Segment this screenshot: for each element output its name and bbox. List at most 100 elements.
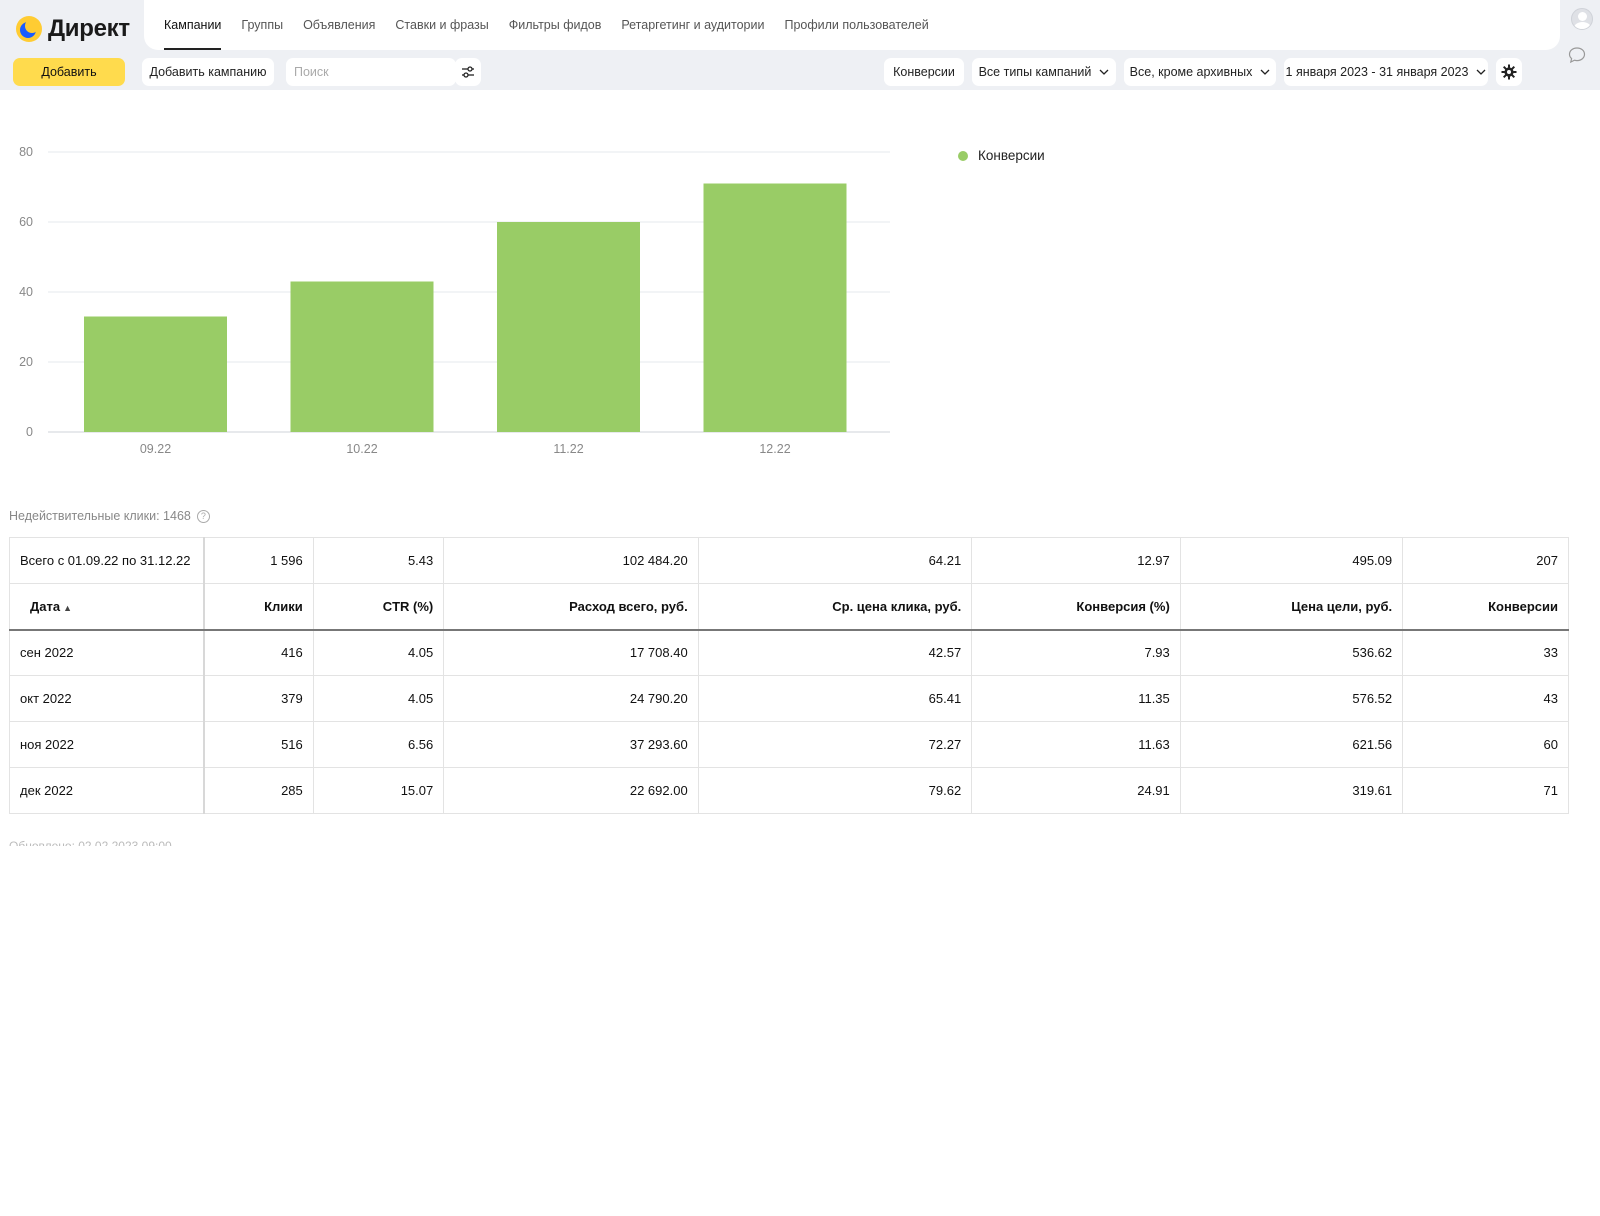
- avatar[interactable]: [1571, 8, 1593, 30]
- tab-user-profiles[interactable]: Профили пользователей: [784, 0, 928, 50]
- table-cell: 4.05: [312, 675, 445, 722]
- tab-campaigns[interactable]: Кампании: [164, 0, 222, 50]
- table-row: окт 2022 379 4.05 24 790.20 65.41 11.35 576.52…: [9, 675, 1569, 722]
- logo[interactable]: Директ: [16, 12, 130, 46]
- table-cell: 17 708.40: [443, 629, 699, 676]
- x-tick-label: 09.22: [140, 442, 171, 456]
- add-button[interactable]: Добавить: [13, 58, 125, 86]
- tab-label: Ставки и фразы: [395, 18, 489, 32]
- column-header[interactable]: Расход всего, руб.: [443, 583, 699, 631]
- table-cell: 11.35: [971, 675, 1181, 722]
- x-tick-label: 12.22: [759, 442, 790, 456]
- column-header[interactable]: Конверсия (%): [971, 583, 1181, 631]
- table-cell: окт 2022: [9, 675, 205, 722]
- column-header[interactable]: Конверсии: [1402, 583, 1569, 631]
- invalid-clicks: Недействительные клики: 1468 ?: [9, 509, 210, 523]
- table-cell: 71: [1402, 767, 1569, 814]
- logo-icon: [16, 16, 42, 42]
- column-header[interactable]: Цена цели, руб.: [1179, 583, 1404, 631]
- y-tick-label: 60: [19, 215, 33, 229]
- table-cell: 621.56: [1179, 721, 1404, 768]
- tab-groups[interactable]: Группы: [241, 0, 283, 50]
- table-row: сен 2022 416 4.05 17 708.40 42.57 7.93 536.62 3…: [9, 629, 1569, 676]
- table-cell: 319.61: [1179, 767, 1404, 814]
- table-cell: 379: [203, 675, 314, 722]
- table-cell: 495.09: [1179, 537, 1404, 584]
- table-cell: 102 484.20: [443, 537, 699, 584]
- add-campaign-button[interactable]: Добавить кампанию: [142, 58, 274, 86]
- table-cell: 7.93: [971, 629, 1181, 676]
- metric-selector[interactable]: Конверсии: [884, 58, 964, 86]
- legend-dot: [958, 150, 968, 161]
- chevron-down-icon: [1099, 69, 1109, 75]
- table-cell: 15.07: [312, 767, 445, 814]
- table-cell: 12.97: [971, 537, 1181, 584]
- toolbar: Добавить Добавить кампанию Конверсии Все…: [0, 58, 1560, 88]
- table-cell: 42.57: [697, 629, 973, 676]
- help-icon[interactable]: ?: [196, 509, 210, 523]
- table-cell: 22 692.00: [443, 767, 699, 814]
- table-cell: 4.05: [312, 629, 445, 676]
- table-cell: 6.56: [312, 721, 445, 768]
- top-bar: Директ Кампании Группы Объявления Ставки…: [0, 0, 1600, 90]
- date-range-picker[interactable]: 1 января 2023 - 31 января 2023: [1284, 58, 1488, 86]
- conversions-chart: 0 20 40 60 80 09.22 10.22 11.22 12.22: [19, 145, 890, 456]
- tab-label: Объявления: [303, 18, 376, 32]
- chevron-down-icon: [1476, 69, 1486, 75]
- table-row: дек 2022 285 15.07 22 692.00 79.62 24.91 319.6…: [9, 767, 1569, 814]
- tab-label: Профили пользователей: [784, 18, 929, 32]
- table-cell: 24.91: [971, 767, 1181, 814]
- column-header[interactable]: Ср. цена клика, руб.: [697, 583, 973, 631]
- chat-icon[interactable]: [1568, 46, 1586, 64]
- table-cell: 416: [203, 629, 314, 676]
- tab-label: Ретаргетинг и аудитории: [621, 18, 765, 32]
- bar: [84, 316, 227, 432]
- table-cell: 43: [1402, 675, 1569, 722]
- table-cell: 72.27: [697, 721, 973, 768]
- table-cell: сен 2022: [9, 629, 205, 676]
- side-icons: [1568, 8, 1596, 67]
- archive-filter-dropdown[interactable]: Все, кроме архивных: [1124, 58, 1276, 86]
- x-tick-label: 10.22: [346, 442, 377, 456]
- tab-retargeting[interactable]: Ретаргетинг и аудитории: [621, 0, 764, 50]
- y-tick-label: 80: [19, 145, 33, 159]
- campaign-type-label: Все типы кампаний: [978, 65, 1092, 79]
- campaign-type-dropdown[interactable]: Все типы кампаний: [972, 58, 1116, 86]
- bar: [497, 222, 640, 432]
- column-header[interactable]: Клики: [203, 583, 314, 631]
- archive-filter-label: Все, кроме архивных: [1129, 65, 1253, 79]
- filter-settings-button[interactable]: [455, 58, 481, 86]
- table-cell: 64.21: [697, 537, 973, 584]
- y-tick-label: 40: [19, 285, 33, 299]
- gear-icon: [1501, 64, 1517, 80]
- tab-feed-filters[interactable]: Фильтры фидов: [509, 0, 602, 50]
- table-cell: 516: [203, 721, 314, 768]
- metric-selector-label: Конверсии: [893, 65, 955, 79]
- logo-text: Директ: [48, 15, 130, 42]
- table-cell: 285: [203, 767, 314, 814]
- stats-table: Всего с 01.09.22 по 31.12.22 1 596 5.43 102…: [9, 537, 1569, 814]
- tab-label: Группы: [241, 18, 284, 32]
- bar: [703, 183, 847, 432]
- invalid-clicks-label: Недействительные клики: 1468: [9, 509, 191, 523]
- chevron-down-icon: [1260, 69, 1270, 75]
- table-total-row: Всего с 01.09.22 по 31.12.22 1 596 5.43 102…: [9, 537, 1569, 584]
- tab-ads[interactable]: Объявления: [303, 0, 375, 50]
- table-cell: 24 790.20: [443, 675, 699, 722]
- table-cell: 1 596: [203, 537, 314, 584]
- table-cell: дек 2022: [9, 767, 205, 814]
- table-cell: 33: [1402, 629, 1569, 676]
- search-input[interactable]: [286, 58, 456, 86]
- column-header[interactable]: CTR (%): [312, 583, 445, 631]
- table-cell: ноя 2022: [9, 721, 205, 768]
- column-header[interactable]: Дата ▲: [9, 583, 205, 631]
- y-tick-label: 0: [26, 425, 33, 439]
- table-cell: 11.63: [971, 721, 1181, 768]
- table-cell: 65.41: [697, 675, 973, 722]
- sliders-icon: [462, 66, 474, 78]
- table-cell: 60: [1402, 721, 1569, 768]
- tab-bids-phrases[interactable]: Ставки и фразы: [395, 0, 488, 50]
- table-header-row: Дата ▲ Клики CTR (%) Расход всего, руб. Ср. ц…: [9, 583, 1569, 631]
- settings-button[interactable]: [1496, 58, 1522, 86]
- chart-legend: Конверсии: [958, 148, 1045, 163]
